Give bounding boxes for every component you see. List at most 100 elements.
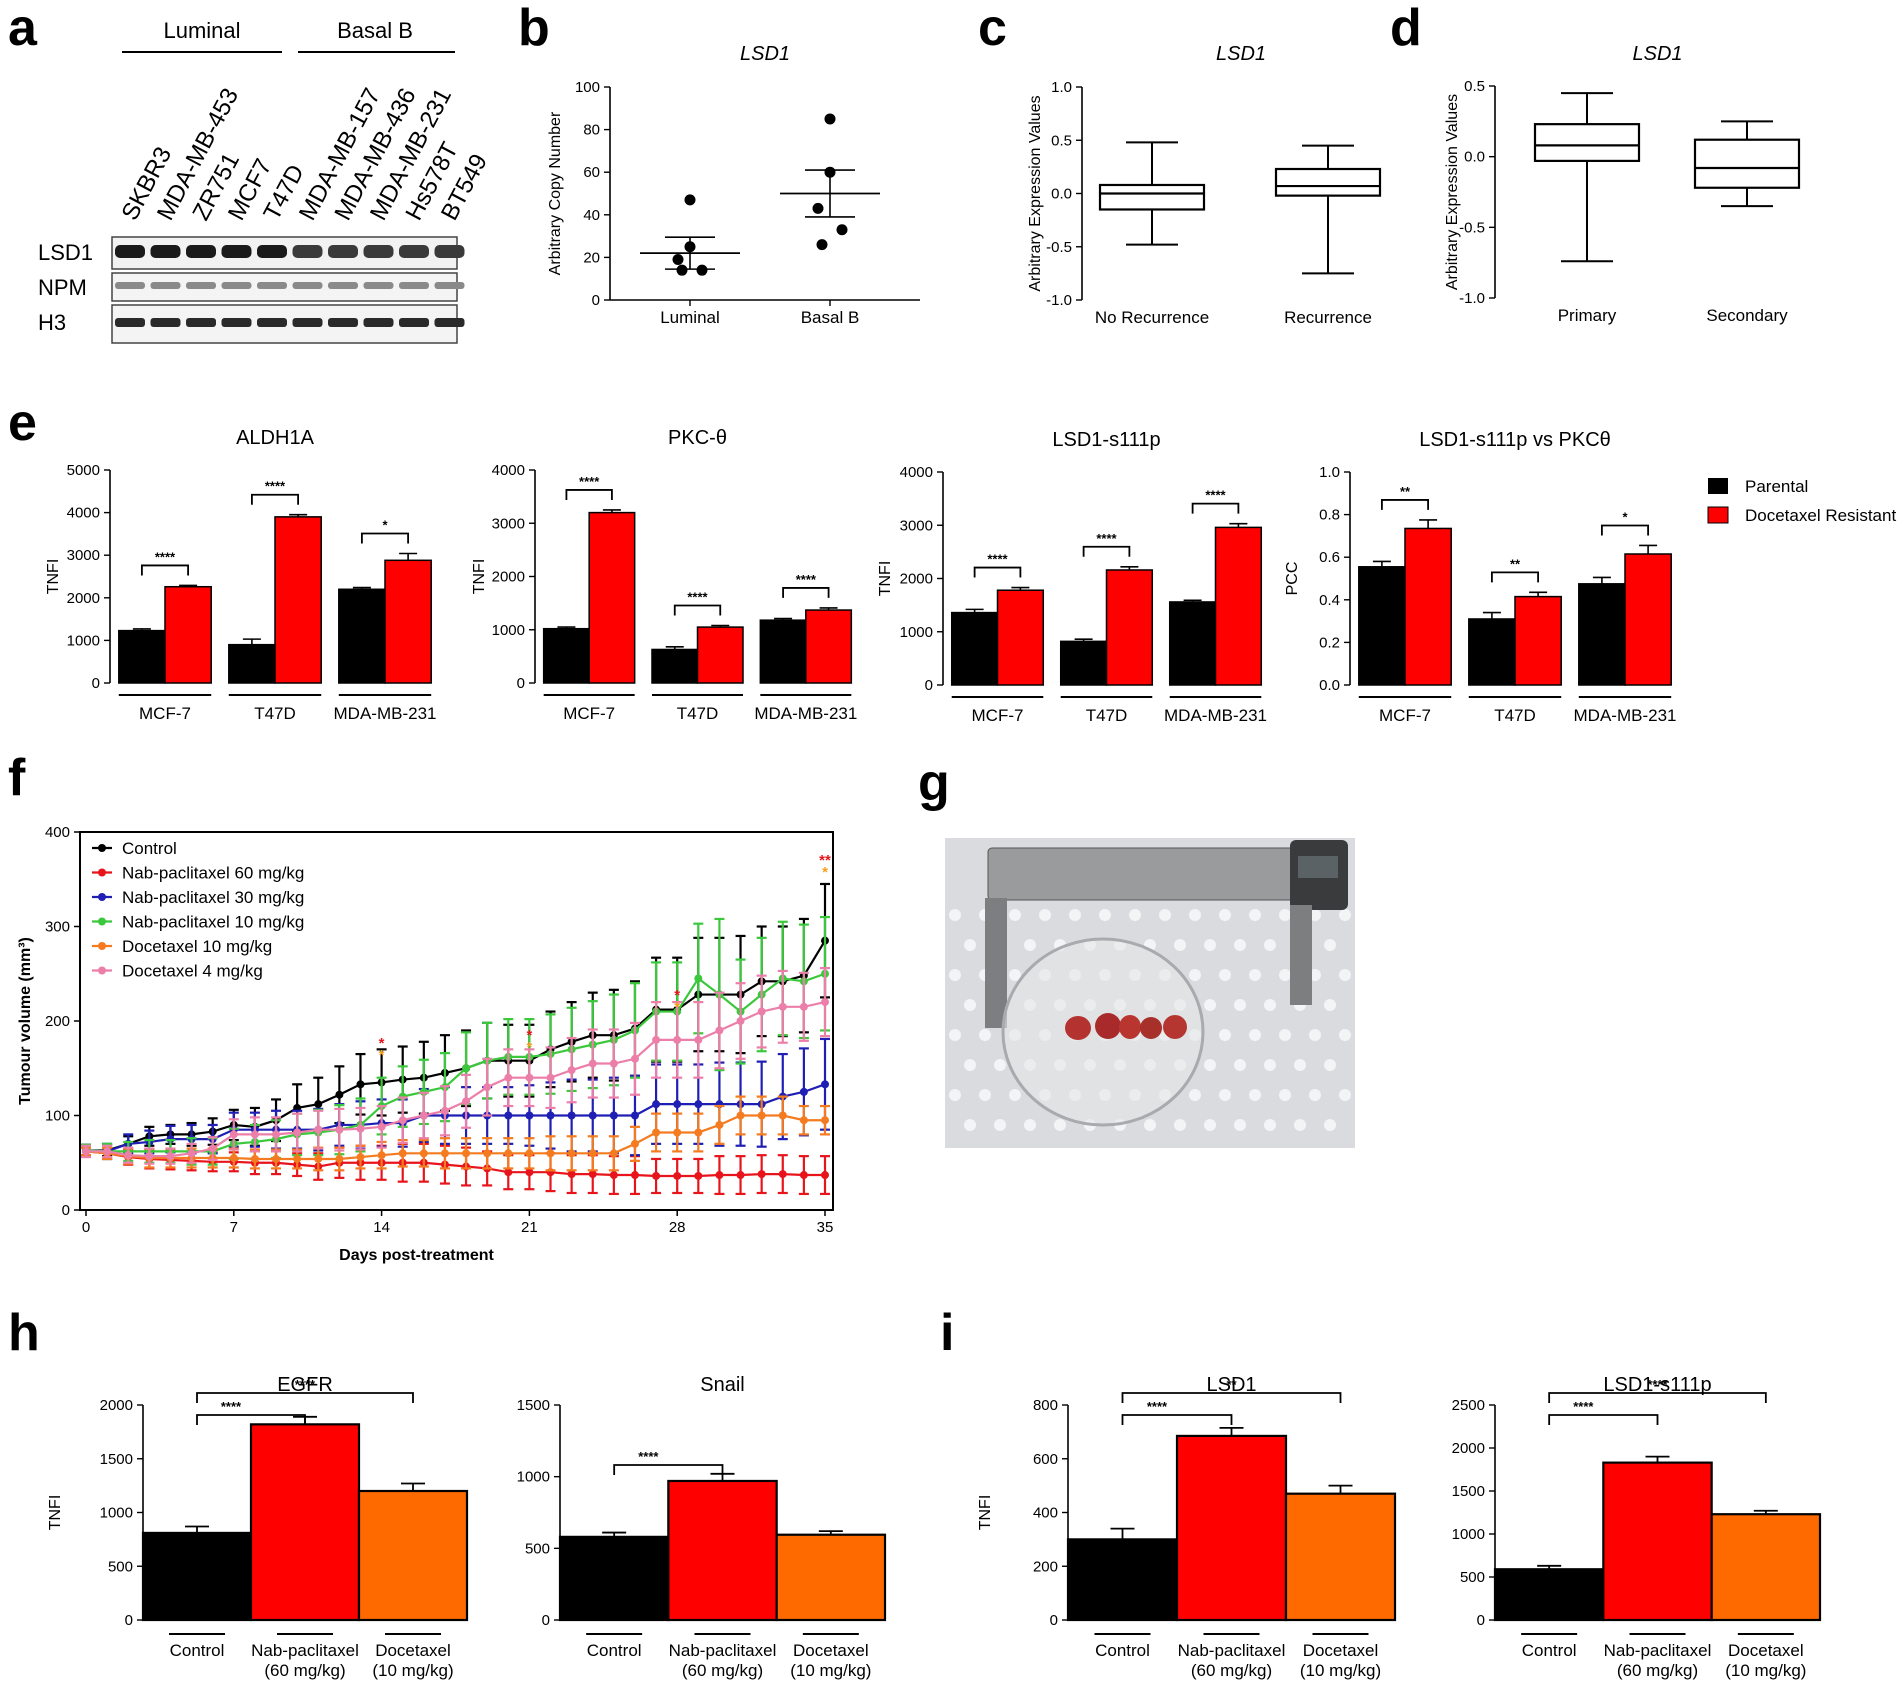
data-point bbox=[272, 1154, 281, 1163]
band-lsd1 bbox=[399, 245, 429, 258]
significance-label: **** bbox=[1573, 1399, 1594, 1414]
y-tick-label: 4000 bbox=[492, 462, 525, 479]
photo-dot bbox=[1069, 909, 1081, 921]
x-tick-label: T47D bbox=[254, 704, 296, 723]
data-point bbox=[609, 1171, 618, 1180]
western-blot-panel: Luminal Basal B SKBR3MDA-MB-453ZR751MCF7… bbox=[38, 18, 493, 344]
data-point bbox=[293, 1154, 302, 1163]
photo-dot bbox=[1054, 1119, 1066, 1131]
x-tick-label-line: (60 mg/kg) bbox=[264, 1661, 345, 1680]
y-tick-label: 40 bbox=[583, 207, 600, 224]
chart-e-lsd1-s111p: 0 1000 2000 3000 4000 TNFI LSD1-s111p **** MCF-7… bbox=[877, 429, 1267, 725]
y-tick-label: 1000 bbox=[67, 632, 100, 649]
legend-e: Parental Docetaxel Resistant bbox=[1707, 477, 1896, 525]
data-point bbox=[187, 1149, 196, 1158]
band-h3 bbox=[363, 318, 394, 327]
data-point bbox=[715, 1026, 724, 1035]
significance-bracket bbox=[1191, 502, 1240, 514]
x-tick-label-line: Nab-paclitaxel bbox=[251, 1641, 359, 1660]
data-point bbox=[356, 1080, 365, 1089]
legend-marker bbox=[98, 966, 106, 975]
y-tick-label: 2000 bbox=[67, 590, 100, 607]
bar bbox=[1105, 569, 1154, 686]
bar bbox=[141, 1531, 253, 1622]
data-point bbox=[335, 1125, 344, 1134]
chart-i-lsd1-s111p: 0 500 1000 1500 2000 2500 LSD1-s111p Control Nab… bbox=[1452, 1374, 1822, 1680]
data-point bbox=[694, 1171, 703, 1180]
band-h3 bbox=[150, 318, 181, 327]
data-point bbox=[314, 1100, 323, 1109]
significance-label: **** bbox=[1096, 531, 1117, 546]
photo-dot bbox=[1324, 999, 1336, 1011]
y-tick-label: 0.5 bbox=[1051, 132, 1072, 149]
data-point bbox=[757, 1007, 766, 1016]
chart-title: LSD1-s111p bbox=[1052, 429, 1160, 451]
band-npm bbox=[221, 282, 252, 289]
x-tick-label-line: Docetaxel bbox=[793, 1641, 869, 1660]
chart-e-pkc: 0 1000 2000 3000 4000 TNFI PKC-θ **** MCF-7 **** T… bbox=[471, 427, 857, 723]
significance-label: ** bbox=[1510, 556, 1521, 571]
y-tick-label: 3000 bbox=[492, 515, 525, 532]
data-point bbox=[588, 1111, 597, 1120]
y-axis-label: Tumour volume (mm³) bbox=[17, 937, 34, 1105]
x-tick-label-line: (60 mg/kg) bbox=[1191, 1661, 1272, 1680]
data-point bbox=[821, 1116, 829, 1125]
band-lsd1 bbox=[186, 245, 216, 258]
y-tick-label: 3000 bbox=[900, 517, 933, 534]
photo-dot bbox=[1234, 1119, 1246, 1131]
band-lsd1 bbox=[257, 245, 287, 258]
photo-dot bbox=[1039, 909, 1051, 921]
significance-bracket bbox=[1121, 1392, 1342, 1403]
band-lsd1 bbox=[363, 245, 394, 258]
bar bbox=[542, 627, 590, 684]
caliper-jaw-right bbox=[1290, 905, 1312, 1005]
photo-dot bbox=[964, 1119, 976, 1131]
x-tick-label-line: (60 mg/kg) bbox=[1617, 1661, 1698, 1680]
y-tick-label: 100 bbox=[45, 1108, 70, 1125]
data-point bbox=[694, 974, 703, 983]
data-point bbox=[546, 1149, 555, 1158]
y-tick-label: -0.5 bbox=[1046, 239, 1072, 256]
photo-dot bbox=[1204, 1059, 1216, 1071]
data-point bbox=[293, 1128, 302, 1137]
blot-row-label-lsd1: LSD1 bbox=[38, 240, 93, 265]
data-point bbox=[567, 1170, 576, 1179]
photo-dot bbox=[1264, 939, 1276, 951]
photo-dot bbox=[979, 1089, 991, 1101]
data-point bbox=[462, 1149, 471, 1158]
bar bbox=[1214, 526, 1263, 686]
legend-label-parental: Parental bbox=[1745, 477, 1808, 496]
photo-dot bbox=[1234, 939, 1246, 951]
band-h3 bbox=[221, 318, 252, 327]
caliper-ruler bbox=[987, 847, 1334, 901]
y-tick-label: 2500 bbox=[1452, 1397, 1485, 1414]
x-tick-label: 14 bbox=[373, 1219, 390, 1236]
photo-dot bbox=[949, 1029, 961, 1041]
x-tick-label: MDA-MB-231 bbox=[334, 704, 437, 723]
y-tick-label: -0.5 bbox=[1459, 219, 1485, 236]
bar bbox=[651, 648, 699, 684]
x-tick-label-line: Control bbox=[1095, 1641, 1150, 1660]
y-tick-label: 1000 bbox=[492, 622, 525, 639]
photo-dot bbox=[1159, 909, 1171, 921]
photo-dot bbox=[1024, 1119, 1036, 1131]
data-point bbox=[684, 194, 696, 206]
blot-rows: LSD1 NPM H3 bbox=[38, 236, 465, 344]
y-tick-label: 500 bbox=[108, 1558, 133, 1575]
band-h3 bbox=[257, 318, 287, 327]
photo-dot bbox=[994, 1119, 1006, 1131]
x-tick-label: Secondary bbox=[1706, 306, 1788, 325]
box bbox=[1693, 138, 1801, 189]
series-2 bbox=[81, 1037, 830, 1161]
x-tick-label: Recurrence bbox=[1284, 308, 1372, 327]
band-lsd1 bbox=[292, 245, 323, 258]
y-tick-label: 400 bbox=[45, 824, 70, 841]
data-point bbox=[757, 1170, 766, 1179]
photo-dot bbox=[1219, 1089, 1231, 1101]
significance-bracket bbox=[1601, 524, 1649, 536]
data-point bbox=[652, 1035, 661, 1044]
y-axis-label: TNFI bbox=[877, 561, 894, 597]
data-point bbox=[525, 1168, 534, 1177]
bar bbox=[164, 585, 212, 684]
significance-bracket bbox=[141, 564, 189, 576]
